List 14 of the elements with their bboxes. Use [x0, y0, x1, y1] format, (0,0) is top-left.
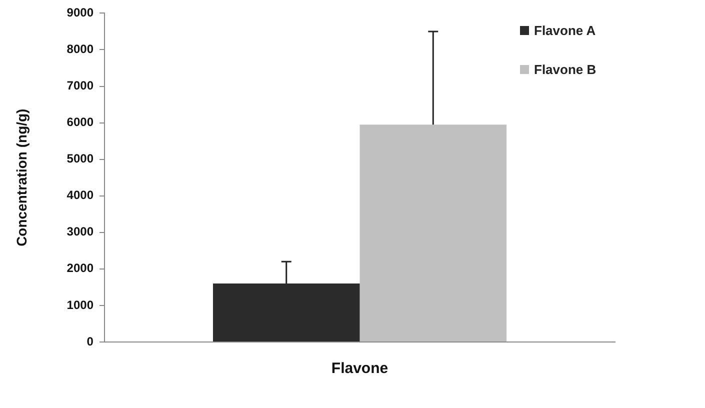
y-tick-label: 9000 [66, 6, 94, 20]
y-tick-label: 1000 [66, 298, 94, 312]
x-tick-label: Flavone [331, 360, 388, 378]
y-tick-label: 5000 [66, 152, 94, 166]
y-axis-title: Concentration (ng/g) [13, 108, 30, 246]
y-tick-label: 6000 [66, 115, 94, 130]
y-tick-label: 0 [86, 334, 94, 348]
legend-label: Flavone A [534, 23, 596, 38]
y-tick-label: 8000 [66, 42, 94, 56]
y-tick-label: 4000 [66, 188, 94, 202]
y-tick-label: 2000 [66, 261, 94, 276]
y-tick-label: 7000 [66, 78, 94, 93]
legend-label: Flavone B [534, 62, 596, 78]
y-tick-label: 3000 [66, 224, 94, 239]
